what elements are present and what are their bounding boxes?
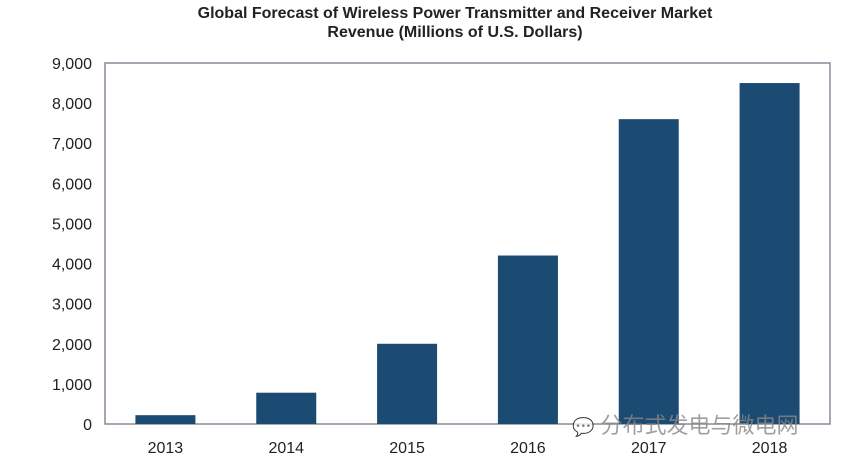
y-tick-label: 5,000 <box>52 216 92 233</box>
y-tick-label: 6,000 <box>52 176 92 193</box>
plot-frame <box>104 62 831 425</box>
y-tick-label: 8,000 <box>52 96 92 113</box>
bar-2013 <box>135 415 196 424</box>
y-tick-label: 1,000 <box>52 377 92 394</box>
bar-2016 <box>497 255 558 424</box>
bar-2014 <box>256 392 317 424</box>
y-tick-label: 2,000 <box>52 337 92 354</box>
watermark-text: 分布式发电与微电网 <box>600 413 799 438</box>
chart-subtitle: Revenue (Millions of U.S. Dollars) <box>327 24 583 41</box>
y-tick-label: 3,000 <box>52 297 92 314</box>
y-tick-label: 9,000 <box>52 56 92 73</box>
bar-2015 <box>377 343 438 424</box>
bar-2017 <box>618 119 679 425</box>
y-tick-label: 0 <box>83 417 92 434</box>
wechat-icon: 💬 <box>572 417 595 437</box>
x-tick-label: 2017 <box>631 440 667 457</box>
x-tick-label: 2018 <box>752 440 788 457</box>
bar-2018 <box>739 83 800 425</box>
watermark: 💬 分布式发电与微电网 <box>572 408 799 440</box>
x-tick-label: 2013 <box>148 440 184 457</box>
y-tick-label: 4,000 <box>52 257 92 274</box>
chart-title: Global Forecast of Wireless Power Transm… <box>197 5 713 22</box>
y-tick-label: 7,000 <box>52 136 92 153</box>
x-tick-label: 2014 <box>268 440 304 457</box>
x-tick-label: 2015 <box>389 440 425 457</box>
x-tick-label: 2016 <box>510 440 546 457</box>
